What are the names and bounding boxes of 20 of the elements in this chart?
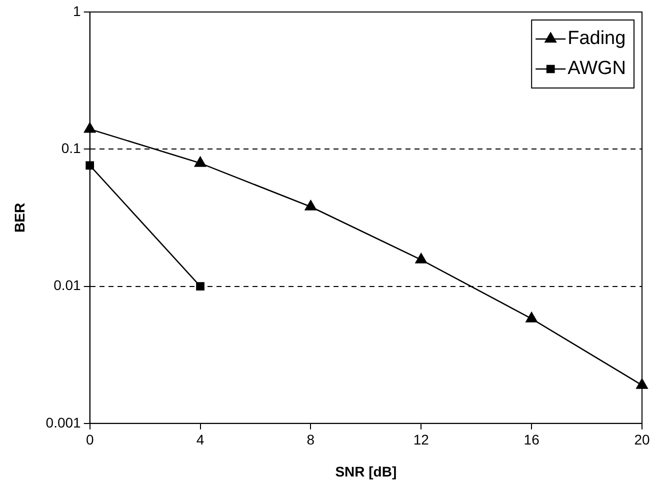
x-tick-label: 12: [413, 432, 430, 448]
legend-label: Fading: [568, 28, 626, 50]
y-axis-title: BER: [11, 202, 28, 232]
legend-label: AWGN: [568, 58, 626, 80]
point: [304, 200, 317, 210]
y-tick-label: 0.001: [46, 414, 82, 430]
point: [415, 253, 427, 264]
x-tick-label: 8: [306, 432, 315, 448]
x-tick-label: 0: [86, 432, 94, 448]
point: [636, 378, 648, 389]
x-tick-label: 16: [524, 432, 540, 448]
y-tick-label: 0.01: [54, 277, 82, 294]
point: [194, 156, 206, 167]
point: [526, 312, 538, 322]
y-tick-label: 0.1: [61, 140, 82, 156]
x-tick-label: 4: [196, 432, 204, 448]
x-tick-label: 20: [634, 432, 650, 448]
y-tick-label: 1: [73, 2, 82, 19]
point: [196, 282, 204, 290]
x-axis-title: SNR [dB]: [335, 463, 397, 480]
